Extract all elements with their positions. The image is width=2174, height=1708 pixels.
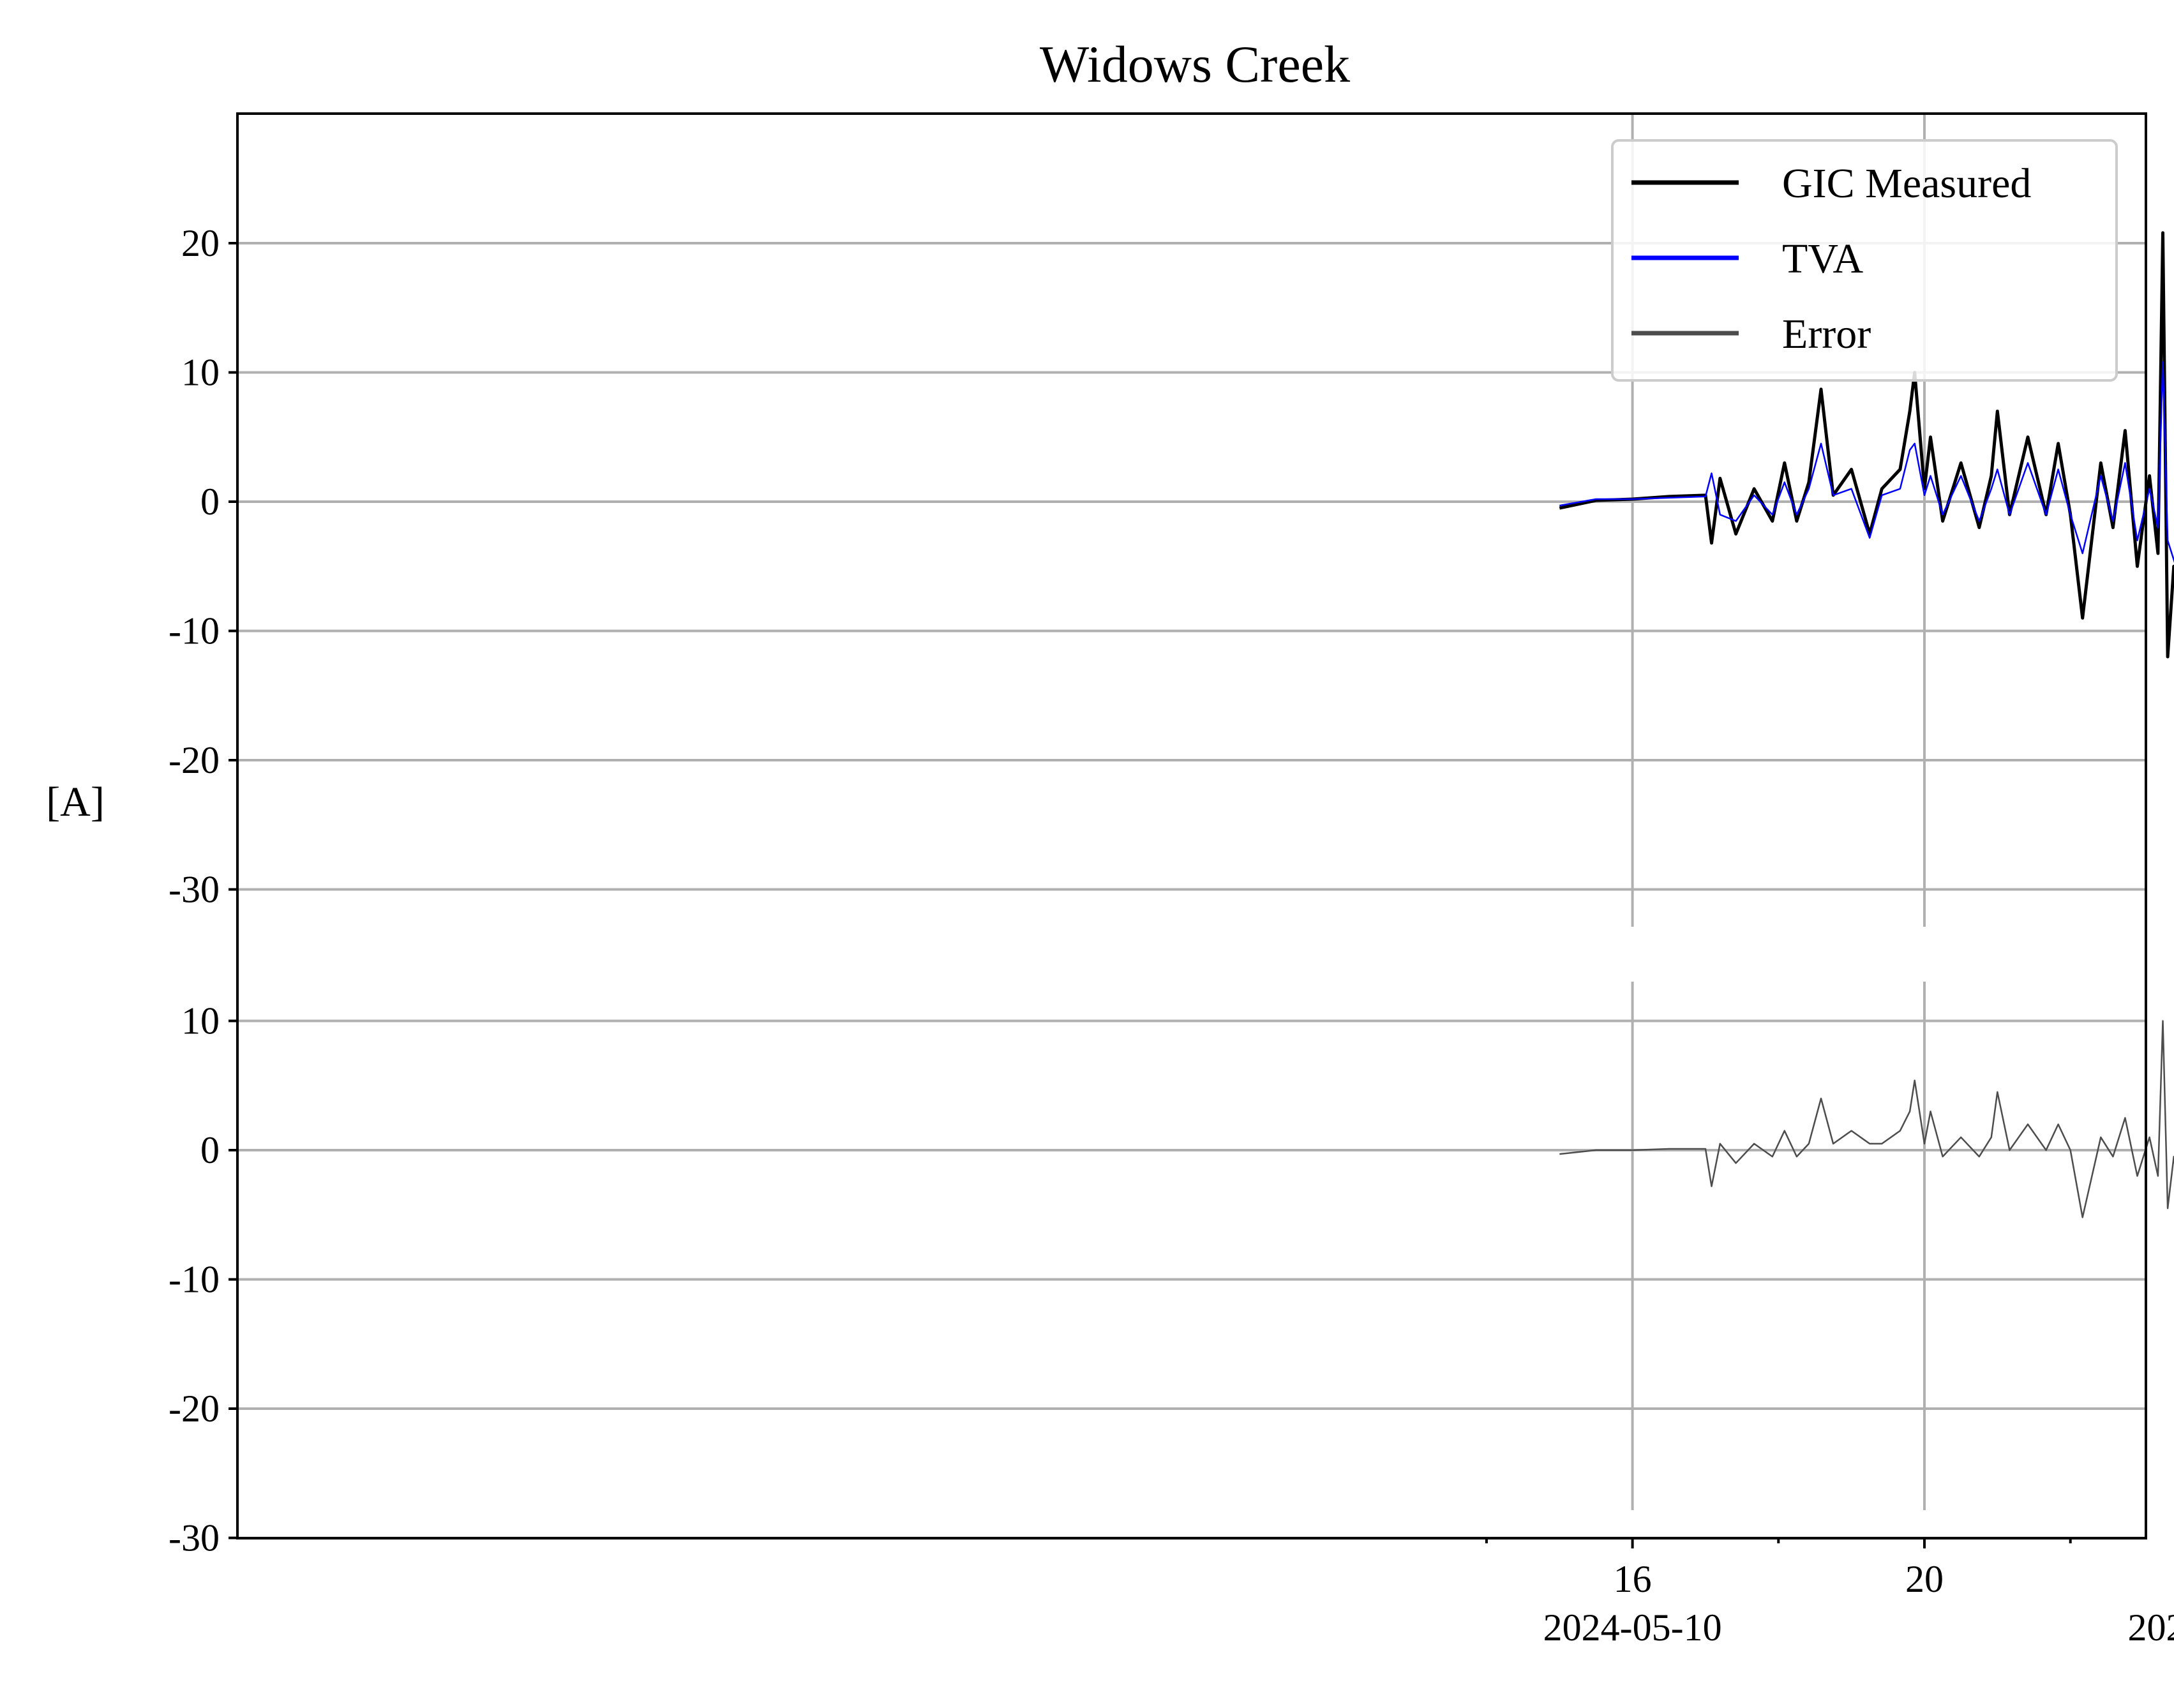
y-tick-label: 20 — [181, 222, 220, 264]
y-axis-label: [A] — [46, 779, 105, 825]
error-line — [1559, 1020, 2174, 1218]
y-tick-label: -10 — [169, 610, 220, 652]
plot-frame — [236, 112, 2147, 1539]
y-tick-label: 0 — [200, 481, 220, 523]
chart-title: Widows Creek — [1040, 35, 1350, 93]
y-tick-label: -20 — [169, 1388, 220, 1430]
legend-label: Error — [1782, 311, 1871, 357]
legend: GIC Measured TVA Error — [1611, 139, 2118, 382]
y-tick-label: 0 — [200, 1129, 220, 1171]
y-tick-label: -30 — [169, 1517, 220, 1559]
y-tick-label: -30 — [169, 869, 220, 911]
y-tick-label: 10 — [181, 352, 220, 394]
legend-label: TVA — [1782, 236, 1863, 282]
x-tick-label: 16 — [1614, 1558, 1652, 1600]
y-tick-label: -20 — [169, 739, 220, 781]
x-date-label: 2024-05-11 — [2128, 1607, 2174, 1649]
tva-line — [1559, 361, 2174, 564]
legend-box — [1611, 139, 2118, 382]
x-date-label: 2024-05-10 — [1543, 1607, 1722, 1649]
x-tick-label: 20 — [1905, 1558, 1944, 1600]
y-tick-label: 10 — [181, 1000, 220, 1042]
y-tick-label: -10 — [169, 1259, 220, 1301]
legend-label: GIC Measured — [1782, 160, 2031, 207]
